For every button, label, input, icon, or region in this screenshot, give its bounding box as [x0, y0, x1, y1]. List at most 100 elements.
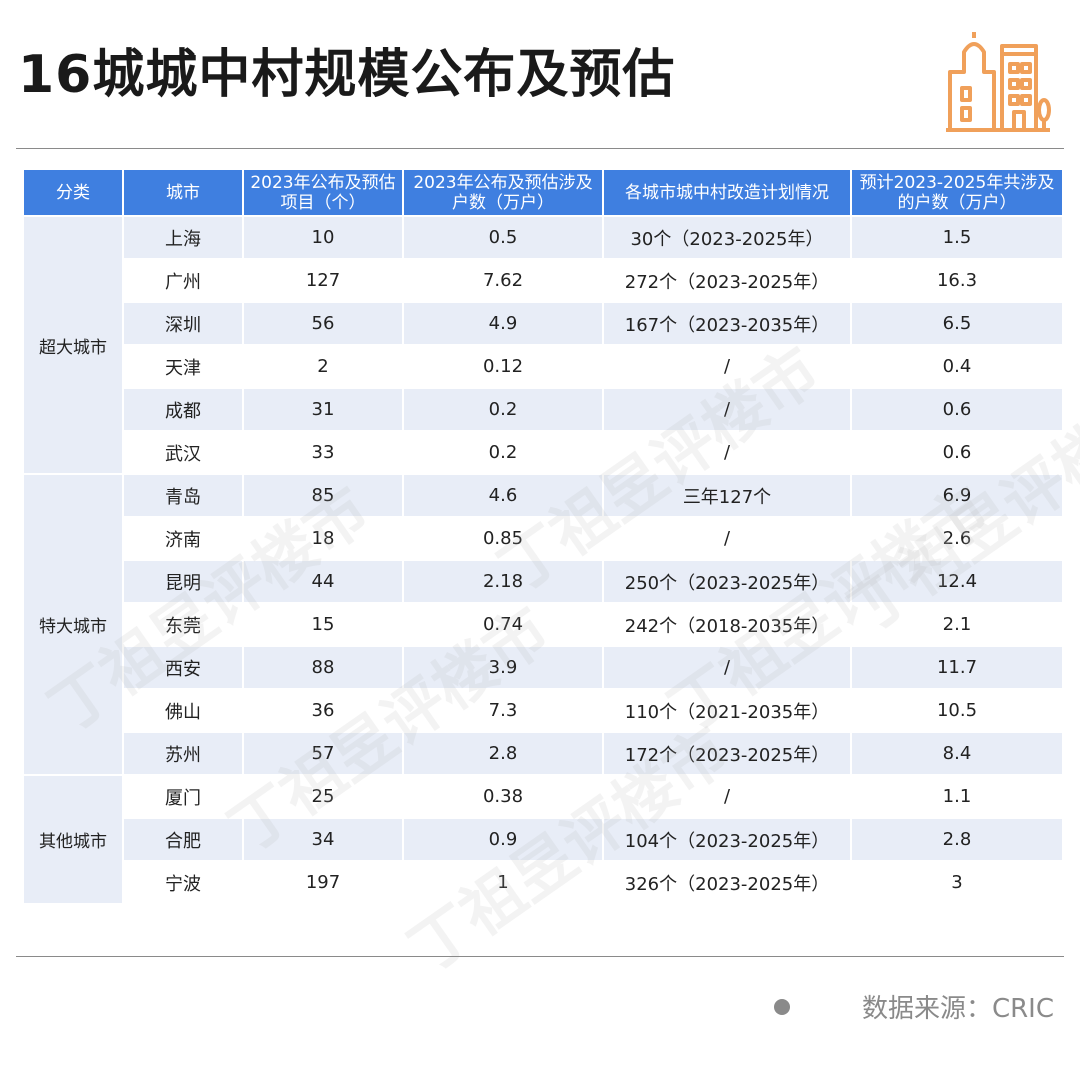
forecast-cell: 0.6 [850, 387, 1064, 432]
plan-cell: 250个（2023-2025年） [602, 559, 852, 604]
households-cell: 0.2 [402, 387, 604, 432]
projects-cell: 34 [242, 817, 404, 862]
city-cell: 武汉 [122, 430, 244, 475]
forecast-cell: 11.7 [850, 645, 1064, 690]
households-cell: 0.38 [402, 774, 604, 819]
table-row: 广州 127 7.62 272个（2023-2025年） 16.3 [23, 258, 1064, 303]
table-row: 合肥 34 0.9 104个（2023-2025年） 2.8 [23, 817, 1064, 862]
plan-cell: 110个（2021-2035年） [602, 688, 852, 733]
forecast-cell: 6.9 [850, 473, 1064, 518]
city-cell: 深圳 [122, 301, 244, 346]
header-forecast: 预计2023-2025年共涉及的户数（万户） [850, 168, 1064, 217]
plan-cell: / [602, 430, 852, 475]
city-cell: 佛山 [122, 688, 244, 733]
header-category: 分类 [22, 168, 124, 217]
source-text: 数据来源：CRIC [861, 994, 1054, 1024]
forecast-cell: 12.4 [850, 559, 1064, 604]
city-cell: 济南 [122, 516, 244, 561]
forecast-cell: 1.5 [850, 215, 1064, 260]
top-divider [16, 148, 1064, 149]
table-row: 东莞 15 0.74 242个（2018-2035年） 2.1 [23, 602, 1064, 647]
households-cell: 0.74 [402, 602, 604, 647]
projects-cell: 18 [242, 516, 404, 561]
table-row: 其他城市 厦门 25 0.38/1.1 [22, 774, 1064, 905]
table-row: 特大城市 青岛 85 4.6 三年127个 6.9 [22, 473, 1064, 776]
table-row: 昆明 44 2.18 250个（2023-2025年） 12.4 [23, 559, 1064, 604]
households-cell: 0.12 [402, 344, 604, 389]
category-cell: 特大城市 [22, 473, 124, 776]
households-cell: 4.6 [402, 473, 604, 518]
forecast-cell: 16.3 [850, 258, 1064, 303]
table-row: 苏州 57 2.8 172个（2023-2025年） 8.4 [23, 731, 1064, 776]
category-cell: 其他城市 [22, 774, 124, 905]
projects-cell: 25 [242, 774, 404, 819]
projects-cell: 57 [242, 731, 404, 776]
city-cell: 合肥 [122, 817, 244, 862]
city-cell: 昆明 [122, 559, 244, 604]
households-cell: 3.9 [402, 645, 604, 690]
city-buildings-icon [946, 32, 1051, 132]
plan-cell: 272个（2023-2025年） [602, 258, 852, 303]
plan-cell: 104个（2023-2025年） [602, 817, 852, 862]
plan-cell: / [602, 344, 852, 389]
plan-cell: 172个（2023-2025年） [602, 731, 852, 776]
households-cell: 2.18 [402, 559, 604, 604]
bottom-divider [16, 956, 1064, 957]
plan-cell: 167个（2023-2035年） [602, 301, 852, 346]
plan-cell: / [602, 774, 852, 819]
city-cell: 广州 [122, 258, 244, 303]
city-cell: 西安 [122, 645, 244, 690]
households-cell: 0.9 [402, 817, 604, 862]
table-row: 深圳 56 4.9 167个（2023-2035年） 6.5 [23, 301, 1064, 346]
households-cell: 0.2 [402, 430, 604, 475]
plan-cell: 326个（2023-2025年） [602, 860, 852, 905]
table-row: 宁波 197 1 326个（2023-2025年） 3 [23, 860, 1064, 905]
data-source: 数据来源：CRIC [773, 988, 1054, 1025]
city-cell: 东莞 [122, 602, 244, 647]
city-cell: 上海 [122, 215, 244, 260]
table-row: 济南 18 0.85/2.6 [23, 516, 1064, 561]
forecast-cell: 10.5 [850, 688, 1064, 733]
table-row: 西安 88 3.9/11.7 [23, 645, 1064, 690]
forecast-cell: 6.5 [850, 301, 1064, 346]
households-cell: 7.62 [402, 258, 604, 303]
households-cell: 2.8 [402, 731, 604, 776]
forecast-cell: 0.4 [850, 344, 1064, 389]
projects-cell: 197 [242, 860, 404, 905]
forecast-cell: 2.6 [850, 516, 1064, 561]
header-households: 2023年公布及预估涉及户数（万户） [402, 168, 604, 217]
page-title: 16城城中村规模公布及预估 [18, 45, 676, 105]
households-cell: 4.9 [402, 301, 604, 346]
table-row: 超大城市 上海 10 0.5 30个（2023-2025年） 1.5 [22, 215, 1064, 475]
plan-cell: / [602, 387, 852, 432]
table-header-row: 分类 城市 2023年公布及预估项目（个） 2023年公布及预估涉及户数（万户）… [22, 168, 1064, 217]
bullet-dot-icon [773, 998, 790, 1015]
city-cell: 宁波 [122, 860, 244, 905]
households-cell: 1 [402, 860, 604, 905]
plan-cell: / [602, 516, 852, 561]
forecast-cell: 0.6 [850, 430, 1064, 475]
projects-cell: 2 [242, 344, 404, 389]
forecast-cell: 8.4 [850, 731, 1064, 776]
data-table: 分类 城市 2023年公布及预估项目（个） 2023年公布及预估涉及户数（万户）… [22, 168, 1064, 905]
table-row: 成都 31 0.2/0.6 [23, 387, 1064, 432]
forecast-cell: 1.1 [850, 774, 1064, 819]
projects-cell: 44 [242, 559, 404, 604]
forecast-cell: 2.1 [850, 602, 1064, 647]
projects-cell: 33 [242, 430, 404, 475]
households-cell: 0.85 [402, 516, 604, 561]
city-cell: 青岛 [122, 473, 244, 518]
city-cell: 厦门 [122, 774, 244, 819]
households-cell: 7.3 [402, 688, 604, 733]
city-cell: 苏州 [122, 731, 244, 776]
forecast-cell: 2.8 [850, 817, 1064, 862]
city-cell: 成都 [122, 387, 244, 432]
projects-cell: 31 [242, 387, 404, 432]
households-cell: 0.5 [402, 215, 604, 260]
category-cell: 超大城市 [22, 215, 124, 475]
projects-cell: 15 [242, 602, 404, 647]
forecast-cell: 3 [850, 860, 1064, 905]
projects-cell: 10 [242, 215, 404, 260]
header-plan: 各城市城中村改造计划情况 [602, 168, 852, 217]
table-row: 天津 2 0.12/0.4 [23, 344, 1064, 389]
